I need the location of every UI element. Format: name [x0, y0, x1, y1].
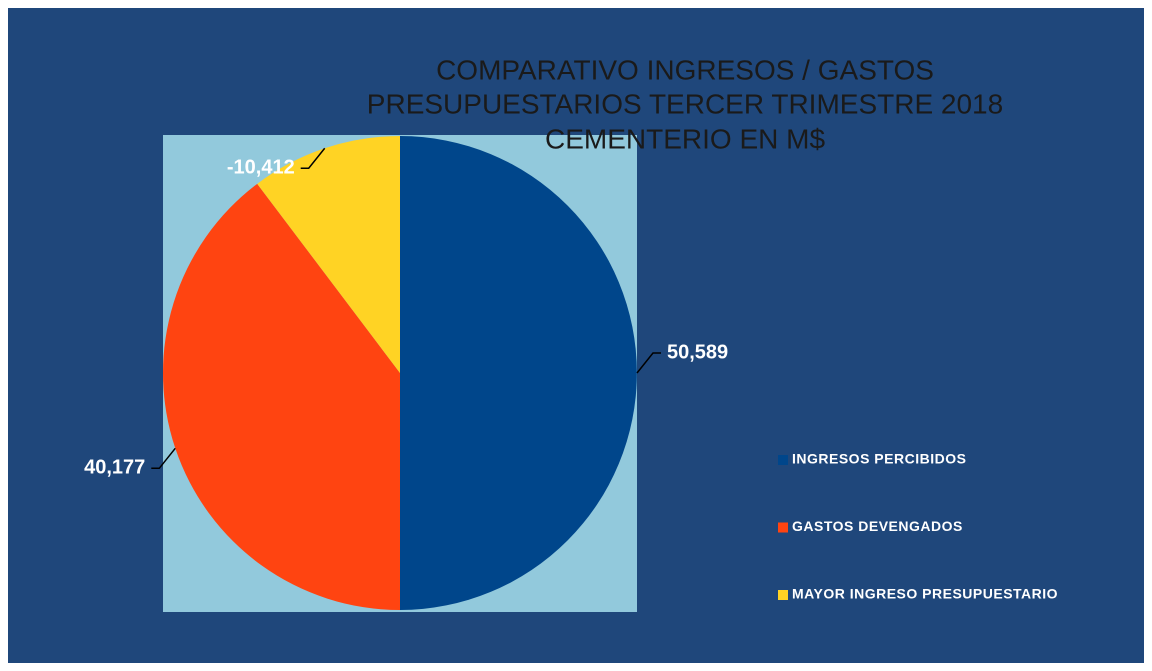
- legend-label: MAYOR INGRESO PRESUPUESTARIO: [792, 586, 1058, 602]
- pie-slice: [257, 136, 400, 373]
- value-label: 50,589: [667, 341, 728, 363]
- legend-swatch: [778, 522, 788, 533]
- leader-line: [636, 352, 661, 374]
- value-label: -10,412: [227, 157, 295, 179]
- pie-slice: [400, 136, 637, 610]
- legend-swatch: [778, 590, 788, 600]
- pie-slice: [163, 183, 400, 611]
- leader-line: [300, 147, 326, 170]
- value-label: 40,177: [84, 457, 145, 479]
- legend-swatch: [778, 455, 788, 465]
- pie: [163, 136, 637, 611]
- legend-label: INGRESOS PERCIBIDOS: [792, 451, 966, 467]
- legend-label: GASTOS DEVENGADOS: [792, 518, 963, 534]
- chart-title: CEMENTERIO EN M$: [545, 123, 825, 154]
- chart-title: COMPARATIVO INGRESOS / GASTOS: [436, 54, 934, 85]
- chart-title: PRESUPUESTARIOS TERCER TRIMESTRE 2018: [367, 88, 1003, 119]
- leader-line: [151, 447, 176, 470]
